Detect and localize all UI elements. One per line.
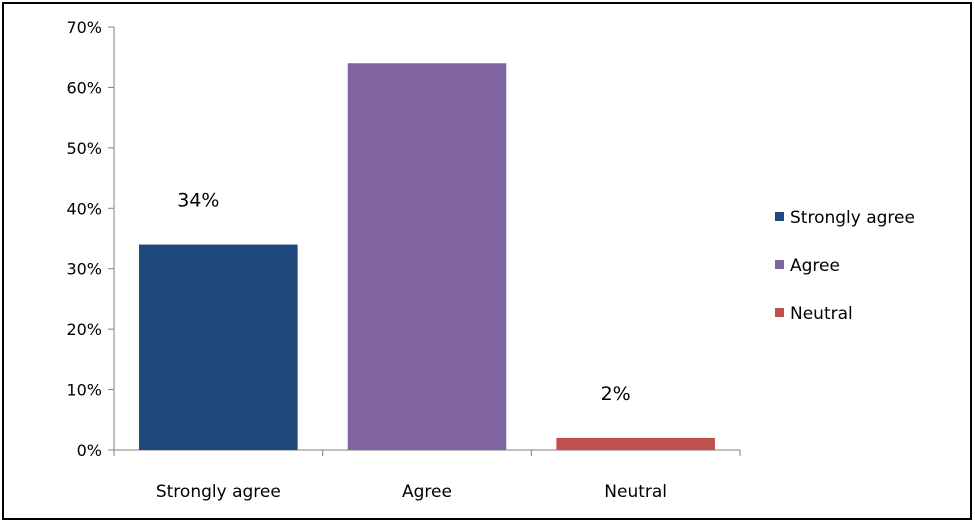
bar-agree — [347, 63, 507, 450]
legend-entry: Agree — [790, 256, 840, 276]
legend-swatch — [775, 260, 784, 269]
bar-neutral — [556, 437, 715, 450]
data-label: 34% — [177, 190, 219, 212]
legend: Strongly agree Agree Neutral — [775, 208, 915, 324]
y-tick-label: 50% — [66, 139, 102, 158]
bars — [139, 63, 715, 450]
data-label: 2% — [601, 383, 631, 405]
y-tick-label: 20% — [66, 320, 102, 339]
legend-swatch — [775, 308, 784, 317]
legend-entry: Strongly agree — [790, 208, 915, 228]
y-tick-label: 70% — [66, 18, 102, 37]
x-category-label: Neutral — [604, 482, 667, 502]
y-tick-label: 0% — [77, 441, 102, 460]
y-tick-label: 40% — [66, 199, 102, 218]
y-tick-label: 30% — [66, 260, 102, 279]
legend-swatch — [775, 212, 784, 221]
x-category-label: Strongly agree — [156, 482, 281, 502]
y-tick-label: 60% — [66, 78, 102, 97]
axes: 0% 10% 20% 30% 40% 50% 60% 70% — [66, 18, 741, 460]
bar-strongly-agree — [139, 244, 298, 450]
bar-chart: 0% 10% 20% 30% 40% 50% 60% 70% Strongly agree 34… — [66, 18, 915, 502]
x-category-label: Agree — [402, 482, 452, 502]
legend-entry: Neutral — [790, 304, 853, 324]
labels: Strongly agree 34% Agree Neutral 2% — [156, 190, 667, 502]
y-tick-label: 10% — [66, 381, 102, 400]
